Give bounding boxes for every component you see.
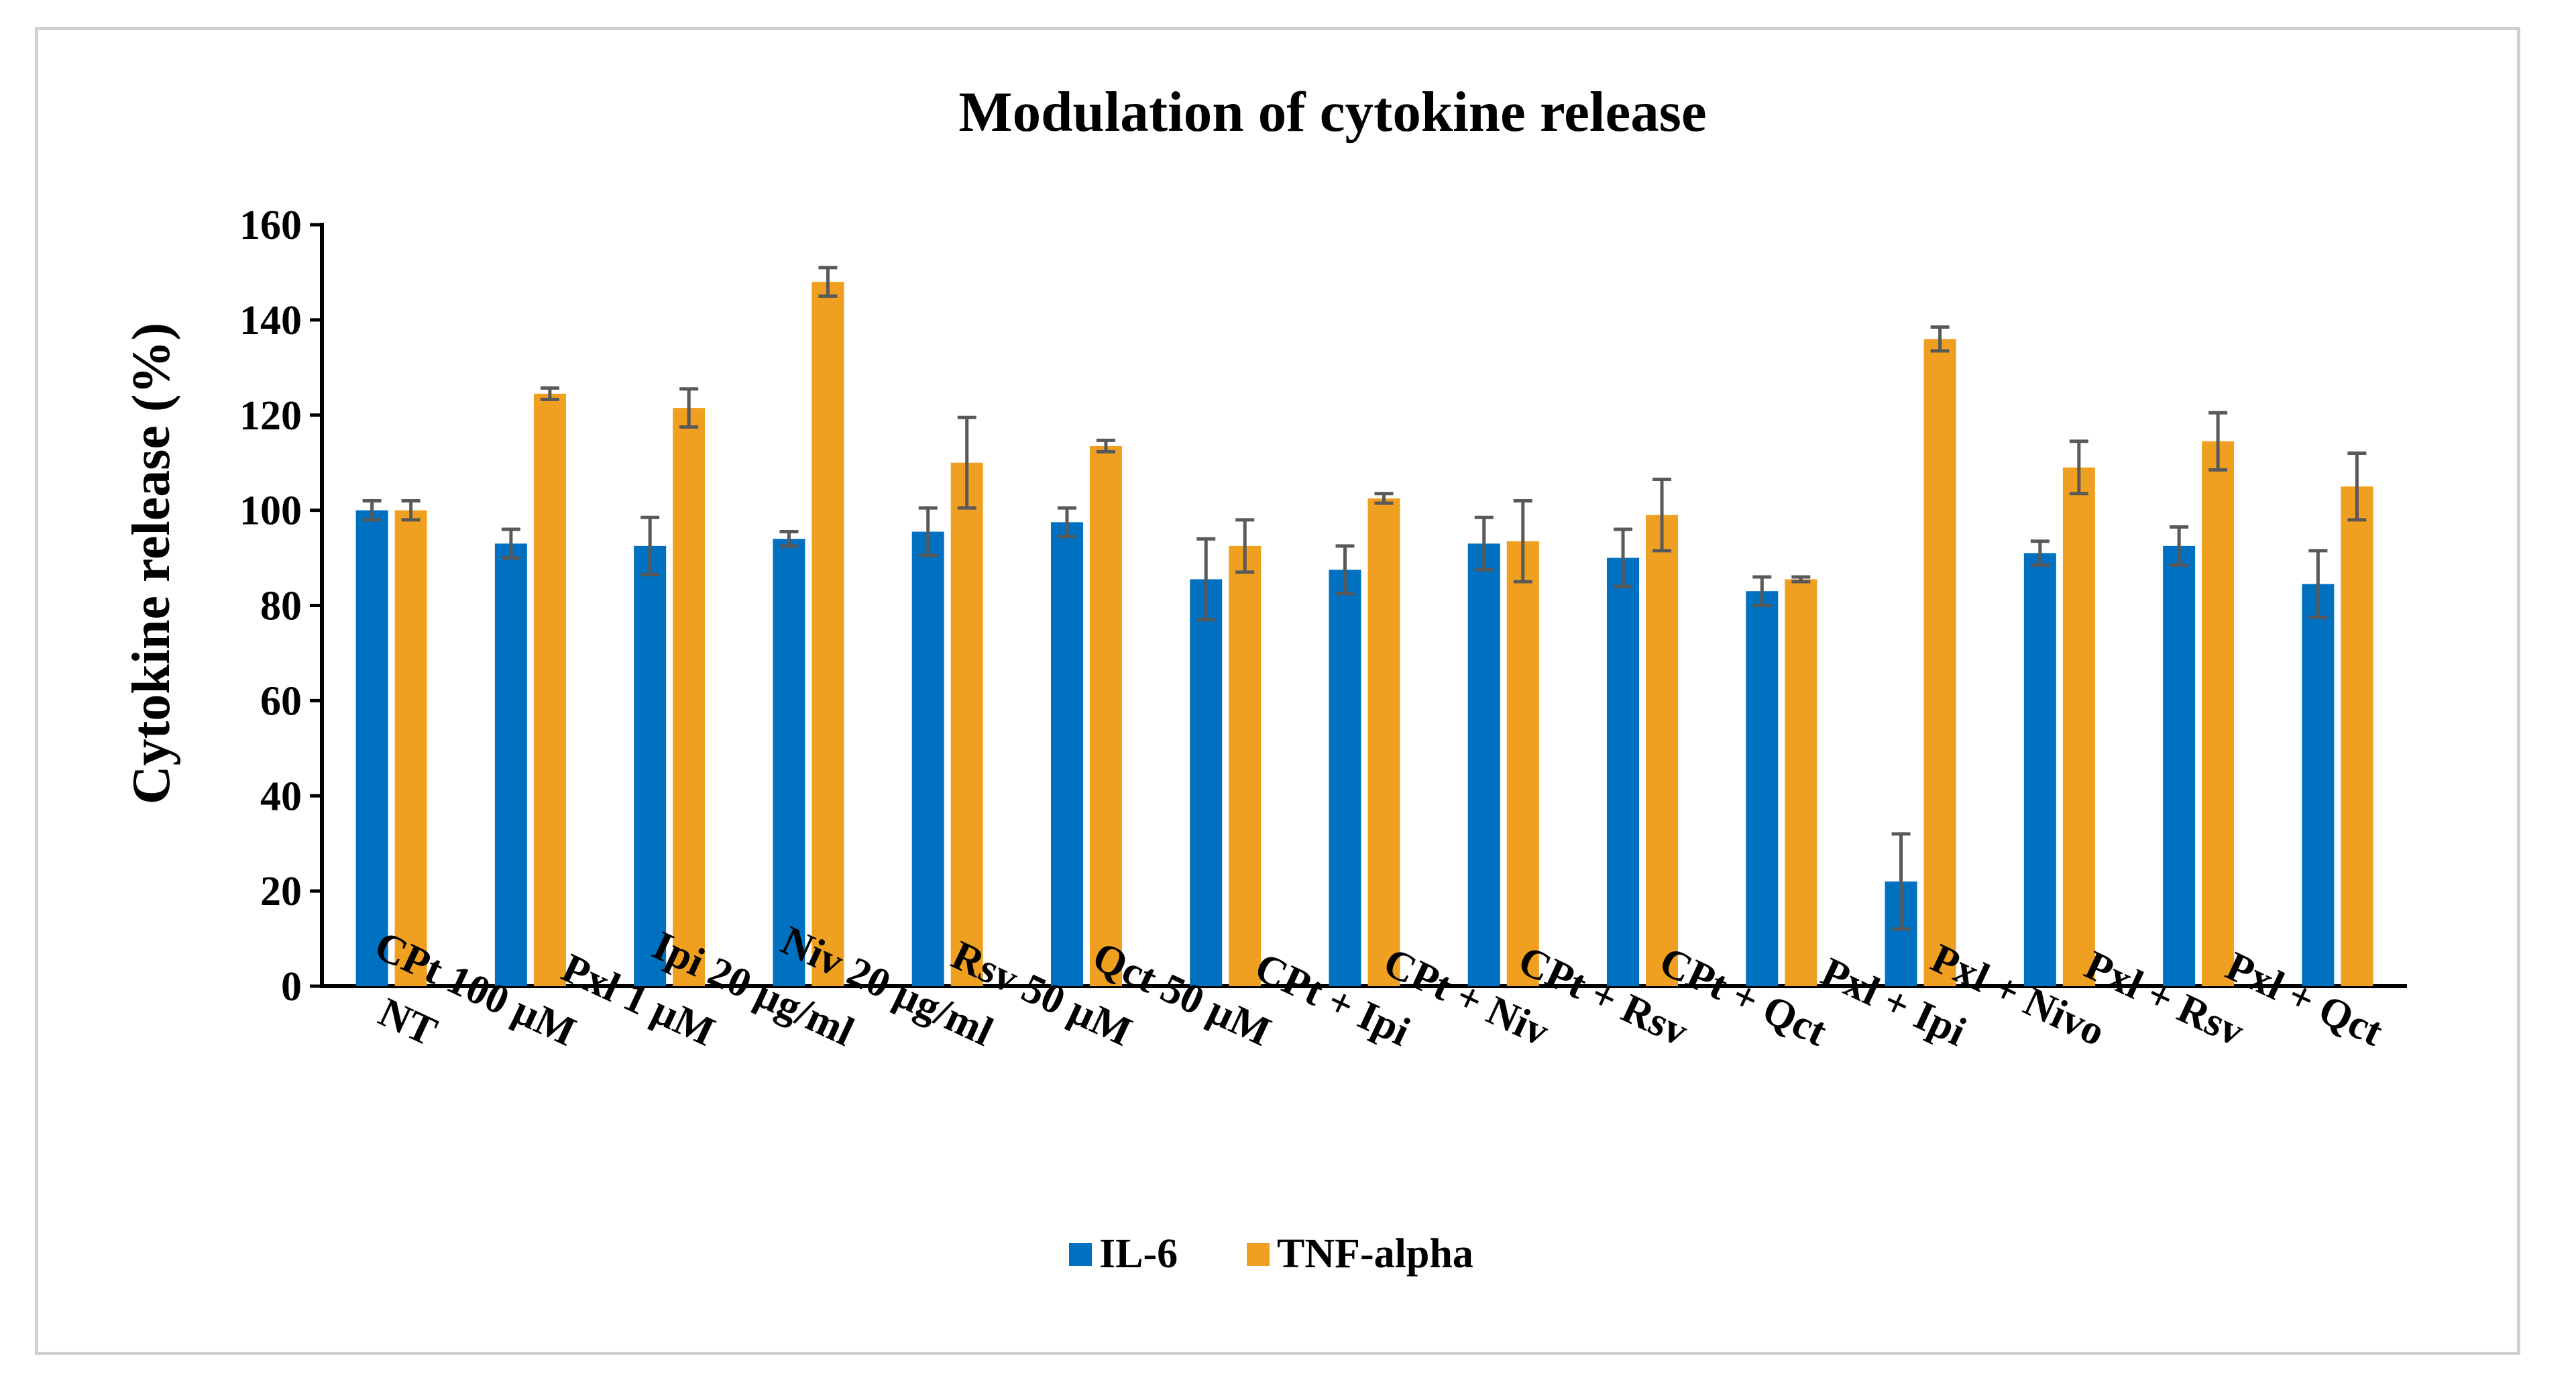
error-bar-tnf-alpha-cpt-qct: [1791, 575, 1811, 584]
error-bar-il-6-ipi-20-g-ml: [779, 530, 799, 548]
y-tick-label: 160: [239, 203, 302, 248]
bar-tnf-alpha-cpt-qct: [1785, 579, 1817, 986]
bar-tnf-alpha-cpt-100-m: [533, 393, 566, 986]
error-bar-tnf-alpha-cpt-rsv: [1653, 478, 1672, 553]
chart-frame: Modulation of cytokine release Cytokine …: [35, 27, 2520, 1355]
bar-il-6-rsv-50-m: [1050, 522, 1083, 986]
bar-il-6-pxl-rsv: [2163, 545, 2196, 986]
legend-label-tnf-alpha: TNF-alpha: [1277, 1231, 1473, 1277]
error-bar-il-6-pxl-rsv: [2170, 525, 2189, 567]
bars: [355, 282, 2373, 986]
y-tick-label: 80: [260, 584, 302, 629]
y-tick-label: 40: [260, 774, 302, 819]
error-bar-il-6-rsv-50-m: [1057, 506, 1076, 539]
axes: 0 20 40 60 80 100 120 140 160: [239, 203, 2407, 1010]
error-bar-il-6-pxl-1-m: [640, 515, 660, 576]
y-tick-label: 140: [239, 298, 302, 343]
y-tick-label: 60: [260, 678, 302, 724]
bar-il-6-cpt-qct: [1746, 591, 1779, 986]
error-bar-il-6-cpt-qct: [1752, 575, 1772, 607]
legend-swatch-tnf-alpha: [1247, 1243, 1270, 1266]
bar-il-6-cpt-niv: [1467, 543, 1500, 986]
bar-il-6-qct-50-m: [1190, 579, 1223, 986]
error-bar-il-6-qct-50-m: [1196, 537, 1216, 622]
error-bar-tnf-alpha-cpt-ipi: [1374, 492, 1394, 505]
error-bar-tnf-alpha-pxl-ipi: [1930, 325, 1950, 353]
legend: IL-6 TNF-alpha: [1069, 1231, 1473, 1277]
error-bar-tnf-alpha-nt: [401, 498, 421, 522]
bar-tnf-alpha-nt: [394, 510, 427, 986]
error-bar-tnf-alpha-pxl-1-m: [679, 387, 699, 429]
y-tick-label: 120: [239, 393, 302, 439]
error-bar-tnf-alpha-cpt-niv: [1513, 498, 1532, 584]
bar-il-6-nt: [355, 510, 388, 986]
bar-tnf-alpha-pxl-qct: [2341, 486, 2373, 986]
bar-tnf-alpha-rsv-50-m: [1089, 445, 1122, 986]
bar-tnf-alpha-cpt-ipi: [1367, 498, 1400, 986]
bar-tnf-alpha-pxl-ipi: [1923, 339, 1956, 986]
error-bar-il-6-niv-20-g-ml: [918, 506, 938, 557]
bar-il-6-cpt-rsv: [1607, 557, 1640, 986]
bar-il-6-cpt-ipi: [1329, 570, 1361, 986]
bar-il-6-pxl-qct: [2302, 584, 2335, 986]
y-axis-label: Cytokine release (%): [122, 323, 181, 804]
error-bars: [362, 266, 2367, 931]
bar-tnf-alpha-cpt-rsv: [1646, 515, 1679, 986]
bar-tnf-alpha-qct-50-m: [1229, 545, 1262, 986]
y-tick-label: 0: [281, 964, 302, 1010]
bar-il-6-cpt-100-m: [494, 543, 527, 986]
chart-title: Modulation of cytokine release: [958, 81, 1706, 144]
y-tick-label: 20: [260, 869, 302, 914]
error-bar-il-6-pxl-nivo: [2030, 539, 2050, 567]
error-bar-tnf-alpha-rsv-50-m: [1096, 438, 1115, 454]
y-tick-label: 100: [239, 488, 302, 534]
legend-label-il6: IL-6: [1099, 1231, 1178, 1277]
chart-canvas: Modulation of cytokine release Cytokine …: [122, 81, 2407, 1277]
error-bar-il-6-nt: [362, 498, 382, 522]
x-tick-label-nt: NT: [372, 990, 444, 1055]
bar-il-6-pxl-1-m: [634, 545, 667, 986]
legend-swatch-il6: [1069, 1243, 1092, 1266]
bar-il-6-pxl-nivo: [2023, 553, 2056, 986]
bar-tnf-alpha-cpt-niv: [1506, 541, 1539, 986]
error-bar-tnf-alpha-qct-50-m: [1235, 518, 1255, 574]
error-bar-il-6-cpt-ipi: [1335, 544, 1355, 596]
error-bar-il-6-cpt-niv: [1474, 515, 1494, 572]
bar-il-6-niv-20-g-ml: [911, 531, 944, 986]
bar-tnf-alpha-pxl-1-m: [673, 408, 706, 986]
error-bar-tnf-alpha-pxl-rsv: [2208, 411, 2228, 472]
error-bar-tnf-alpha-ipi-20-g-ml: [818, 266, 838, 298]
bar-il-6-ipi-20-g-ml: [773, 539, 805, 986]
bar-tnf-alpha-pxl-rsv: [2202, 441, 2235, 986]
error-bar-il-6-cpt-100-m: [501, 527, 520, 560]
bar-tnf-alpha-pxl-nivo: [2062, 467, 2095, 986]
error-bar-tnf-alpha-pxl-nivo: [2069, 439, 2088, 496]
error-bar-tnf-alpha-niv-20-g-ml: [957, 415, 976, 510]
error-bar-tnf-alpha-pxl-qct: [2347, 451, 2367, 522]
error-bar-tnf-alpha-cpt-100-m: [540, 386, 559, 401]
bar-tnf-alpha-ipi-20-g-ml: [811, 282, 844, 986]
error-bar-il-6-pxl-qct: [2308, 549, 2328, 619]
error-bar-il-6-pxl-ipi: [1891, 832, 1911, 931]
bar-tnf-alpha-niv-20-g-ml: [950, 462, 983, 986]
error-bar-il-6-cpt-rsv: [1614, 527, 1633, 588]
